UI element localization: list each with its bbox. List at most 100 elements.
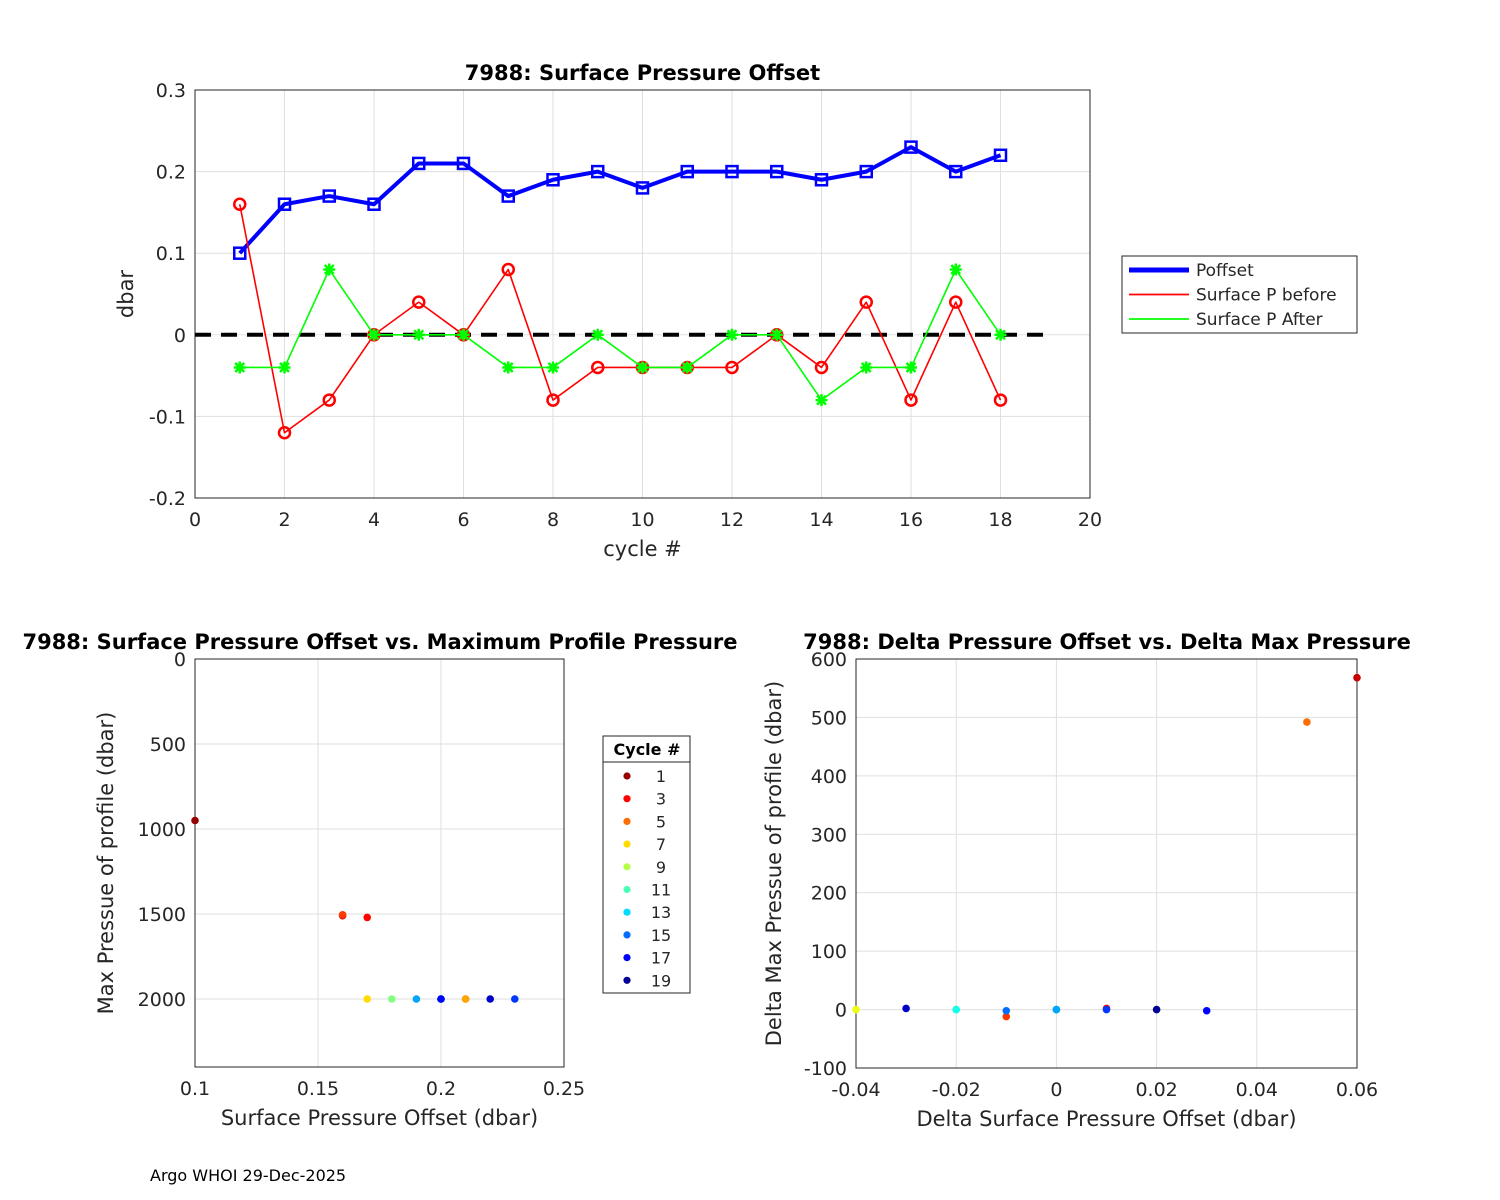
x-tick-label: 18 [988, 509, 1012, 531]
surface-p-after-point [457, 328, 470, 341]
surface-p-before-point [949, 295, 963, 309]
series-line-surface-p-after [239, 268, 1002, 401]
axes-box [194, 658, 565, 1068]
surface-p-after-point [860, 361, 873, 374]
surface-p-before-point [501, 262, 515, 277]
surface-p-after-point [502, 361, 515, 374]
x-tick-label: 2 [278, 509, 290, 531]
x-tick-label: 0 [189, 509, 201, 531]
legend-label: 7 [656, 835, 666, 854]
surface-p-before-point [725, 360, 739, 375]
legend-marker [623, 885, 631, 894]
scatter-point [437, 995, 445, 1003]
x-tick-label: 20 [1078, 509, 1102, 531]
surface-p-after-point [412, 328, 425, 341]
x-axis-label: Delta Surface Pressure Offset (dbar) [916, 1107, 1296, 1131]
poffset-point [770, 164, 784, 179]
surface-p-after-point [233, 361, 246, 374]
y-tick-label: 1000 [138, 819, 186, 841]
y-tick-label: 0.3 [156, 80, 186, 102]
legend-label: 1 [656, 767, 666, 786]
chart-title: 7988: Surface Pressure Offset [465, 61, 820, 85]
legend-label: 9 [656, 858, 666, 877]
surface-p-after-point [547, 361, 559, 374]
scatter-point [1353, 673, 1361, 682]
poffset-point [814, 173, 829, 187]
scatter-point [363, 913, 372, 922]
y-tick-label: -0.1 [149, 406, 186, 428]
poffset-point [412, 156, 426, 171]
legend-marker [623, 817, 631, 826]
poffset-point [859, 164, 873, 179]
x-tick-label: 0.02 [1135, 1079, 1177, 1101]
scatter-point [511, 995, 519, 1003]
surface-p-before-point [412, 295, 426, 309]
x-axis-label: Surface Pressure Offset (dbar) [221, 1106, 538, 1130]
scatter-point [1002, 1012, 1011, 1021]
legend-label: 15 [651, 926, 671, 945]
x-tick-label: 0 [1050, 1079, 1062, 1101]
scatter-point [952, 1005, 960, 1014]
poffset-point [456, 156, 471, 171]
x-tick-label: 12 [720, 509, 744, 531]
surface-p-after-point [905, 361, 917, 374]
surface-p-after-point [770, 328, 783, 341]
scatter-point [1202, 1006, 1211, 1015]
legend-marker [623, 863, 631, 871]
scatter-point [902, 1004, 910, 1013]
y-tick-label: 0 [174, 325, 186, 347]
x-axis-label: cycle # [603, 537, 682, 561]
poffset-point [277, 197, 292, 211]
x-tick-label: 14 [809, 509, 833, 531]
poffset-point [725, 164, 739, 179]
scatter-point [412, 995, 421, 1003]
y-tick-label: 300 [811, 824, 847, 846]
surface-p-before-point [322, 393, 336, 407]
surface-p-after-point [591, 328, 604, 341]
scatter-point [486, 995, 495, 1003]
series-line-poffset [238, 145, 1002, 255]
legend-label: Surface P before [1196, 286, 1337, 306]
surface-p-before-point [993, 393, 1008, 407]
x-tick-label: 16 [899, 509, 923, 531]
legend-label: 5 [656, 812, 666, 831]
surface-p-before-point [814, 360, 829, 375]
x-tick-label: 0.06 [1336, 1079, 1378, 1101]
surface-p-after-point [726, 328, 738, 341]
poffset-point [680, 164, 694, 179]
scatter-point [1002, 1006, 1011, 1015]
legend-marker [623, 772, 631, 780]
legend-box [602, 735, 691, 994]
legend-label: 3 [656, 790, 666, 809]
y-tick-label: 0 [835, 1000, 847, 1022]
x-tick-label: 0.15 [297, 1078, 339, 1100]
y-axis-label: Delta Max Pressue of profile (dbar) [762, 681, 786, 1046]
x-tick-label: 10 [630, 509, 654, 531]
legend-title: Cycle # [614, 740, 681, 759]
scatter-point [363, 995, 372, 1003]
poffset-point [949, 164, 963, 179]
chart-title: 7988: Delta Pressure Offset vs. Delta Ma… [803, 630, 1411, 654]
surface-p-before-point [277, 425, 292, 440]
surface-p-after-point [681, 361, 694, 374]
surface-p-after-point [815, 394, 828, 407]
y-tick-label: -0.2 [149, 488, 186, 510]
scatter-point [1152, 1005, 1161, 1014]
delta-offset-vs-delta-pressure-chart: -0.04 -0.02 0 0.02 0.04 0.06 -100 0 100 200 300 400… [762, 630, 1411, 1131]
chart-title: 7988: Surface Pressure Offset vs. Maximu… [22, 630, 737, 654]
poffset-point [501, 189, 515, 203]
footer-credit: Argo WHOI 29-Dec-2025 [150, 1166, 347, 1185]
legend-label: 17 [651, 949, 671, 968]
legend-marker [623, 954, 631, 962]
surface-p-after-point [323, 263, 336, 276]
legend: Poffset Surface P before Surface P After [1121, 255, 1358, 334]
plot-area [856, 659, 1357, 1068]
surface-p-after-point [949, 263, 962, 276]
poffset-point [233, 246, 247, 260]
y-tick-label: 0.1 [156, 243, 186, 265]
surface-p-before-point [904, 393, 918, 407]
scatter-point [338, 911, 347, 919]
poffset-point [591, 164, 605, 179]
